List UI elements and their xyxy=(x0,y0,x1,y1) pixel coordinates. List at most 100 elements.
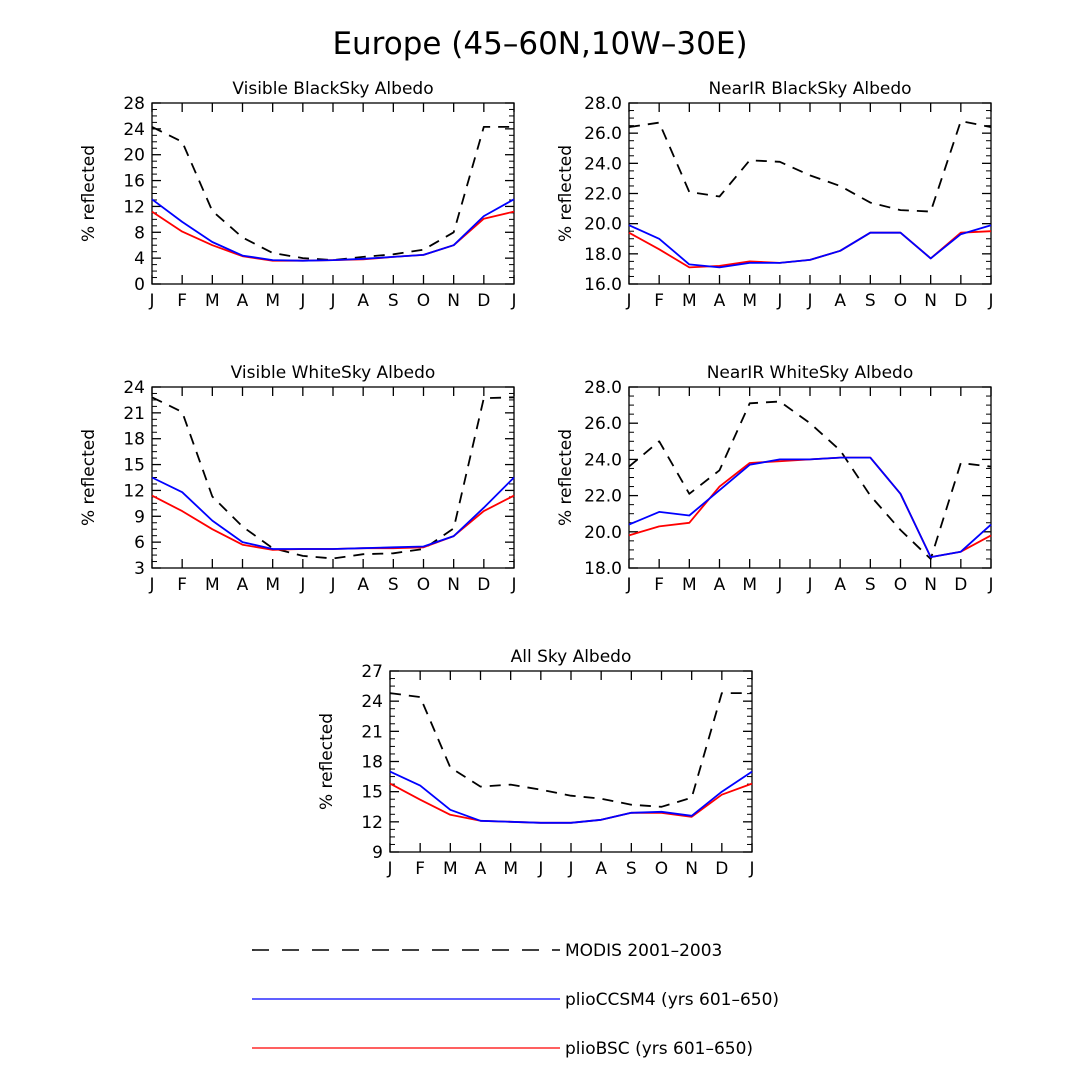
x-tick-label: J xyxy=(148,575,154,595)
series-line-bsc xyxy=(628,230,992,269)
x-tick-label: F xyxy=(415,859,425,879)
y-tick-label: 8 xyxy=(134,223,145,243)
x-tick-label: D xyxy=(954,291,967,311)
x-tick-label: S xyxy=(865,291,876,311)
series-line-bsc xyxy=(389,782,753,824)
x-tick-label: J xyxy=(776,575,782,595)
y-tick-label: 3 xyxy=(134,559,145,579)
x-tick-label: F xyxy=(654,291,664,311)
x-tick-label: A xyxy=(714,575,726,595)
series-line-bsc xyxy=(151,210,515,262)
y-axis-label: % reflected xyxy=(556,429,576,526)
x-tick-label: N xyxy=(924,575,937,595)
x-tick-label: N xyxy=(685,859,698,879)
x-tick-label: D xyxy=(715,859,728,879)
x-tick-label: D xyxy=(954,575,967,595)
legend-label-ccsm4: plioCCSM4 (yrs 601–650) xyxy=(565,990,779,1010)
x-tick-label: M xyxy=(265,575,280,595)
y-tick-label: 20.0 xyxy=(584,523,622,543)
x-tick-label: A xyxy=(237,291,249,311)
y-tick-label: 18 xyxy=(361,753,383,773)
y-tick-label: 9 xyxy=(134,507,145,527)
y-tick-label: 18 xyxy=(123,430,145,450)
x-tick-label: O xyxy=(417,291,430,311)
panel-title: Visible WhiteSky Albedo xyxy=(231,363,436,383)
x-tick-label: J xyxy=(625,291,631,311)
x-tick-label: J xyxy=(386,859,392,879)
series-line-modis xyxy=(389,692,752,808)
x-tick-label: D xyxy=(477,291,490,311)
x-tick-label: N xyxy=(447,291,460,311)
x-tick-label: F xyxy=(177,291,187,311)
x-tick-label: S xyxy=(865,575,876,595)
y-tick-label: 26.0 xyxy=(584,414,622,434)
x-tick-label: A xyxy=(237,575,249,595)
y-tick-label: 12 xyxy=(123,481,145,501)
y-tick-label: 28 xyxy=(123,94,145,114)
x-tick-label: J xyxy=(748,859,754,879)
x-tick-label: O xyxy=(417,575,430,595)
y-tick-label: 18.0 xyxy=(584,559,622,579)
y-tick-label: 20.0 xyxy=(584,215,622,235)
x-tick-label: J xyxy=(148,291,154,311)
series-line-ccsm4 xyxy=(389,770,753,824)
x-tick-label: M xyxy=(742,575,757,595)
y-tick-label: 16 xyxy=(123,172,145,192)
x-tick-label: S xyxy=(626,859,637,879)
y-axis-label: % reflected xyxy=(79,145,99,242)
x-tick-label: J xyxy=(537,859,543,879)
x-tick-label: J xyxy=(510,575,516,595)
x-tick-label: J xyxy=(567,859,573,879)
y-tick-label: 22.0 xyxy=(584,487,622,507)
x-tick-label: A xyxy=(714,291,726,311)
panel-title: All Sky Albedo xyxy=(511,647,632,667)
y-tick-label: 20 xyxy=(123,146,145,166)
y-tick-label: 24.0 xyxy=(584,450,622,470)
x-tick-label: M xyxy=(682,575,697,595)
series-line-modis xyxy=(151,126,514,262)
x-tick-label: J xyxy=(806,575,812,595)
x-tick-label: O xyxy=(894,291,907,311)
y-tick-label: 28.0 xyxy=(584,378,622,398)
series-line-ccsm4 xyxy=(151,198,515,262)
series-line-modis xyxy=(151,396,515,560)
x-tick-label: A xyxy=(475,859,487,879)
x-tick-label: J xyxy=(510,291,516,311)
y-tick-label: 28.0 xyxy=(584,94,622,114)
panel-title: NearIR WhiteSky Albedo xyxy=(707,363,914,383)
y-tick-label: 15 xyxy=(123,456,145,476)
x-tick-label: J xyxy=(625,575,631,595)
figure-title: Europe (45–60N,10W–30E) xyxy=(332,26,747,62)
x-tick-label: M xyxy=(265,291,280,311)
x-tick-label: A xyxy=(595,859,607,879)
x-tick-label: M xyxy=(205,291,220,311)
y-tick-label: 16.0 xyxy=(584,275,622,295)
x-tick-label: M xyxy=(205,575,220,595)
x-tick-label: M xyxy=(742,291,757,311)
y-tick-label: 24.0 xyxy=(584,154,622,174)
x-tick-label: J xyxy=(299,291,305,311)
y-tick-label: 21 xyxy=(361,722,383,742)
panel-title: Visible BlackSky Albedo xyxy=(232,79,433,99)
y-tick-label: 9 xyxy=(372,843,383,863)
series-line-ccsm4 xyxy=(628,456,992,558)
y-tick-label: 26.0 xyxy=(584,124,622,144)
y-tick-label: 12 xyxy=(361,813,383,833)
plot-frame xyxy=(628,102,992,285)
y-tick-label: 24 xyxy=(361,692,383,712)
y-tick-label: 22.0 xyxy=(584,185,622,205)
x-tick-label: A xyxy=(357,575,369,595)
y-tick-label: 6 xyxy=(134,533,145,553)
x-tick-label: M xyxy=(503,859,518,879)
y-tick-label: 4 xyxy=(134,249,145,269)
x-tick-label: O xyxy=(655,859,668,879)
x-tick-label: S xyxy=(388,291,399,311)
legend-label-bsc: plioBSC (yrs 601–650) xyxy=(565,1039,753,1059)
y-axis-label: % reflected xyxy=(556,145,576,242)
